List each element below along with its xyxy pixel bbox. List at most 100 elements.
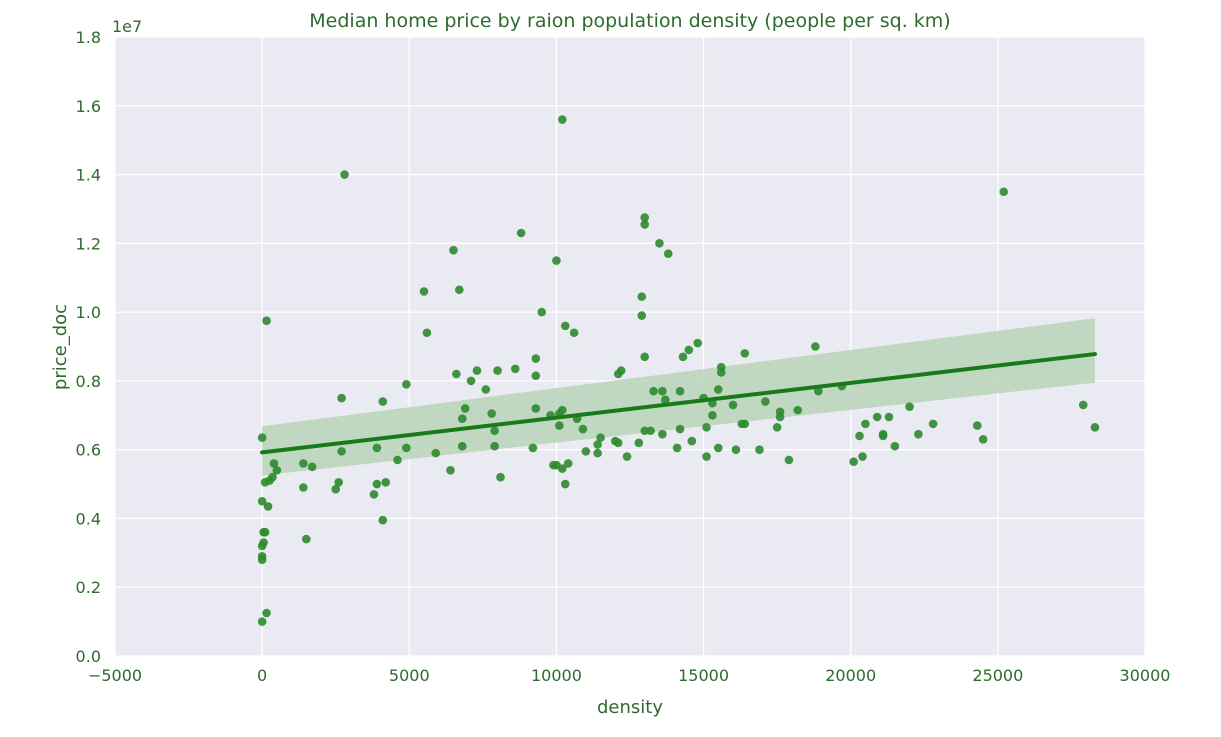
data-point	[978, 435, 988, 444]
y-axis-ticks: 0.0 0.2 0.4 0.6 0.8 1.0 1.2 1.4 1.6 1.8	[76, 28, 101, 666]
data-point	[455, 285, 464, 295]
data-point	[272, 466, 282, 475]
y-tick-label: 0.2	[76, 578, 101, 597]
data-point	[560, 479, 570, 489]
data-point	[640, 220, 650, 229]
data-point	[581, 447, 591, 456]
data-point	[884, 412, 894, 422]
data-point	[672, 443, 682, 453]
data-point	[811, 342, 820, 351]
data-point	[687, 436, 697, 446]
data-point	[528, 443, 538, 453]
x-axis-ticks: −5000 0 5000 10000 15000 20000 25000 30000	[88, 666, 1171, 685]
data-point	[855, 431, 864, 441]
data-point	[452, 369, 461, 379]
data-point	[634, 438, 644, 448]
grid-lines	[114, 36, 1146, 657]
data-point	[466, 376, 476, 386]
data-point	[257, 617, 267, 626]
x-tick-label: 20000	[825, 666, 876, 685]
data-point	[301, 534, 311, 544]
data-point	[972, 421, 982, 430]
data-point	[378, 397, 388, 406]
data-point	[510, 364, 520, 374]
data-point	[481, 385, 491, 394]
data-point	[331, 484, 341, 494]
x-tick-label: 5000	[389, 666, 430, 685]
data-point	[914, 429, 923, 439]
regression-line	[260, 352, 1097, 455]
data-point	[257, 496, 267, 506]
data-point	[257, 555, 267, 565]
y-tick-label: 1.6	[76, 97, 101, 116]
data-point	[999, 187, 1009, 197]
data-point	[372, 443, 382, 453]
data-point	[713, 385, 723, 394]
data-point	[569, 328, 579, 338]
data-point	[381, 478, 391, 487]
data-point	[337, 393, 346, 403]
data-point	[772, 423, 782, 432]
data-point	[422, 328, 432, 338]
data-point	[872, 412, 882, 422]
data-point	[334, 478, 343, 487]
data-point	[649, 386, 658, 396]
chart-title: Median home price by raion population de…	[309, 10, 950, 32]
data-point	[849, 457, 858, 467]
data-point	[693, 338, 702, 348]
data-point	[702, 423, 711, 432]
data-point	[487, 409, 496, 418]
y-tick-label: 0.0	[76, 647, 101, 666]
data-point	[449, 245, 458, 255]
data-point	[1078, 400, 1088, 410]
data-point	[419, 287, 429, 296]
data-point	[640, 213, 650, 222]
data-point	[259, 538, 268, 547]
data-point	[531, 371, 541, 381]
data-point	[740, 419, 750, 429]
data-point	[299, 459, 308, 468]
data-point	[446, 466, 455, 475]
data-point	[658, 386, 667, 396]
data-point	[340, 170, 349, 179]
data-point	[684, 345, 694, 355]
data-point	[457, 441, 467, 451]
x-tick-label: 10000	[531, 666, 582, 685]
data-point	[622, 452, 632, 461]
data-point	[596, 433, 605, 442]
data-point	[713, 443, 723, 453]
y-tick-label: 0.4	[76, 509, 101, 528]
data-point	[558, 464, 567, 473]
y-tick-label: 0.6	[76, 441, 101, 460]
y-axis-label: price_doc	[50, 304, 71, 390]
data-point	[378, 515, 388, 525]
data-point	[784, 455, 794, 465]
data-point	[299, 483, 308, 492]
data-point	[616, 366, 626, 375]
data-point	[661, 395, 670, 405]
x-tick-label: 25000	[972, 666, 1023, 685]
data-point	[496, 472, 505, 482]
data-point	[558, 405, 567, 415]
data-point	[858, 452, 867, 461]
data-point	[560, 321, 570, 331]
data-point	[663, 249, 673, 258]
data-point	[814, 386, 823, 396]
y-tick-label: 0.8	[76, 372, 101, 391]
data-point	[558, 115, 567, 124]
data-point	[372, 479, 382, 489]
data-point	[516, 228, 526, 238]
data-point	[658, 429, 667, 439]
data-point	[262, 608, 271, 618]
confidence-band-layer	[262, 318, 1095, 476]
data-point	[257, 433, 267, 442]
data-point	[269, 459, 279, 468]
y-tick-label: 1.0	[76, 303, 101, 322]
data-point	[531, 354, 541, 363]
y-tick-label: 1.4	[76, 166, 101, 185]
data-point	[646, 426, 655, 436]
data-point	[537, 307, 547, 317]
data-point	[637, 292, 647, 301]
data-point	[263, 502, 273, 511]
